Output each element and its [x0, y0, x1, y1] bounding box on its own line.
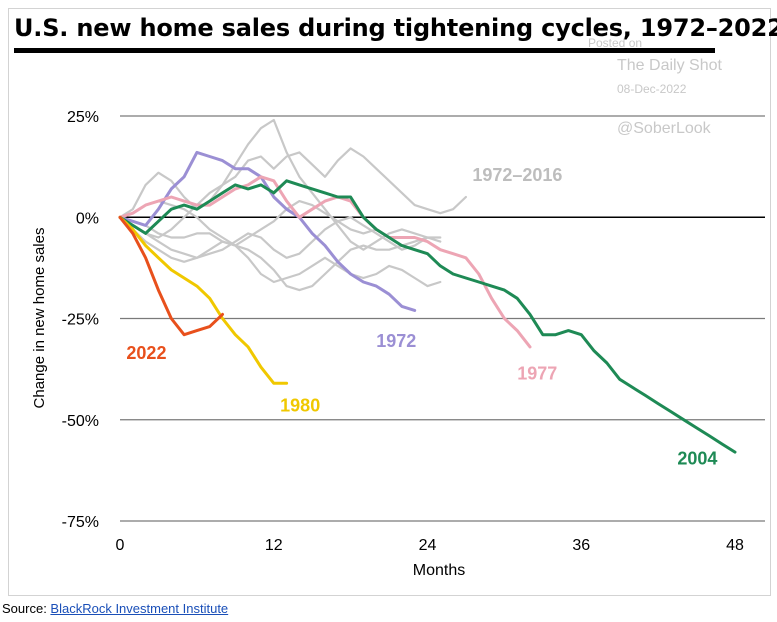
source-note: Source: BlackRock Investment Institute [2, 601, 228, 616]
line-chart: 25% 0% -25% -50% -75% 0 12 24 36 48 Months Change i… [31, 109, 765, 579]
series-label: 2022 [126, 343, 166, 363]
series-line-1972 [118, 150, 417, 312]
watermark-posted: Posted on [588, 36, 643, 50]
watermark-handle: @SoberLook [617, 120, 711, 137]
series-line-1972-2016 [118, 147, 467, 239]
x-tick-label: 24 [419, 537, 437, 554]
chart-title: U.S. new home sales during tightening cy… [14, 14, 777, 42]
series-label: 1972 [376, 331, 416, 351]
y-tick-label: 25% [67, 109, 99, 126]
series-label: 2004 [677, 448, 717, 468]
x-axis-label: Months [413, 562, 465, 579]
y-tick-label: -75% [62, 514, 99, 531]
series-line-1972-2016 [118, 216, 442, 288]
x-tick-label: 48 [726, 537, 744, 554]
series-label: 1977 [517, 363, 557, 383]
series-label: 1980 [280, 396, 320, 416]
watermark-name: The Daily Shot [617, 57, 722, 74]
series-line-2004 [118, 179, 737, 454]
x-tick-label: 0 [116, 537, 125, 554]
y-tick-label: -25% [62, 312, 99, 329]
x-tick-label: 12 [265, 537, 283, 554]
chart-frame [8, 8, 771, 596]
y-axis-label: Change in new home sales [31, 228, 48, 409]
series-line-1972-2016 [118, 216, 429, 259]
x-tick-label: 36 [572, 537, 590, 554]
y-tick-label: -50% [62, 413, 99, 430]
series-line-1980 [118, 215, 289, 385]
source-link[interactable]: BlackRock Investment Institute [50, 601, 229, 616]
series-line-2022 [118, 215, 224, 337]
source-prefix: Source: [2, 601, 51, 616]
series-label: 1972–2016 [472, 165, 562, 185]
y-tick-label: 0% [76, 210, 99, 227]
series-line-1972-2016 [118, 216, 442, 292]
watermark-date: 08-Dec-2022 [617, 82, 687, 96]
title-underline [14, 48, 715, 53]
series-line-1977 [118, 175, 532, 349]
